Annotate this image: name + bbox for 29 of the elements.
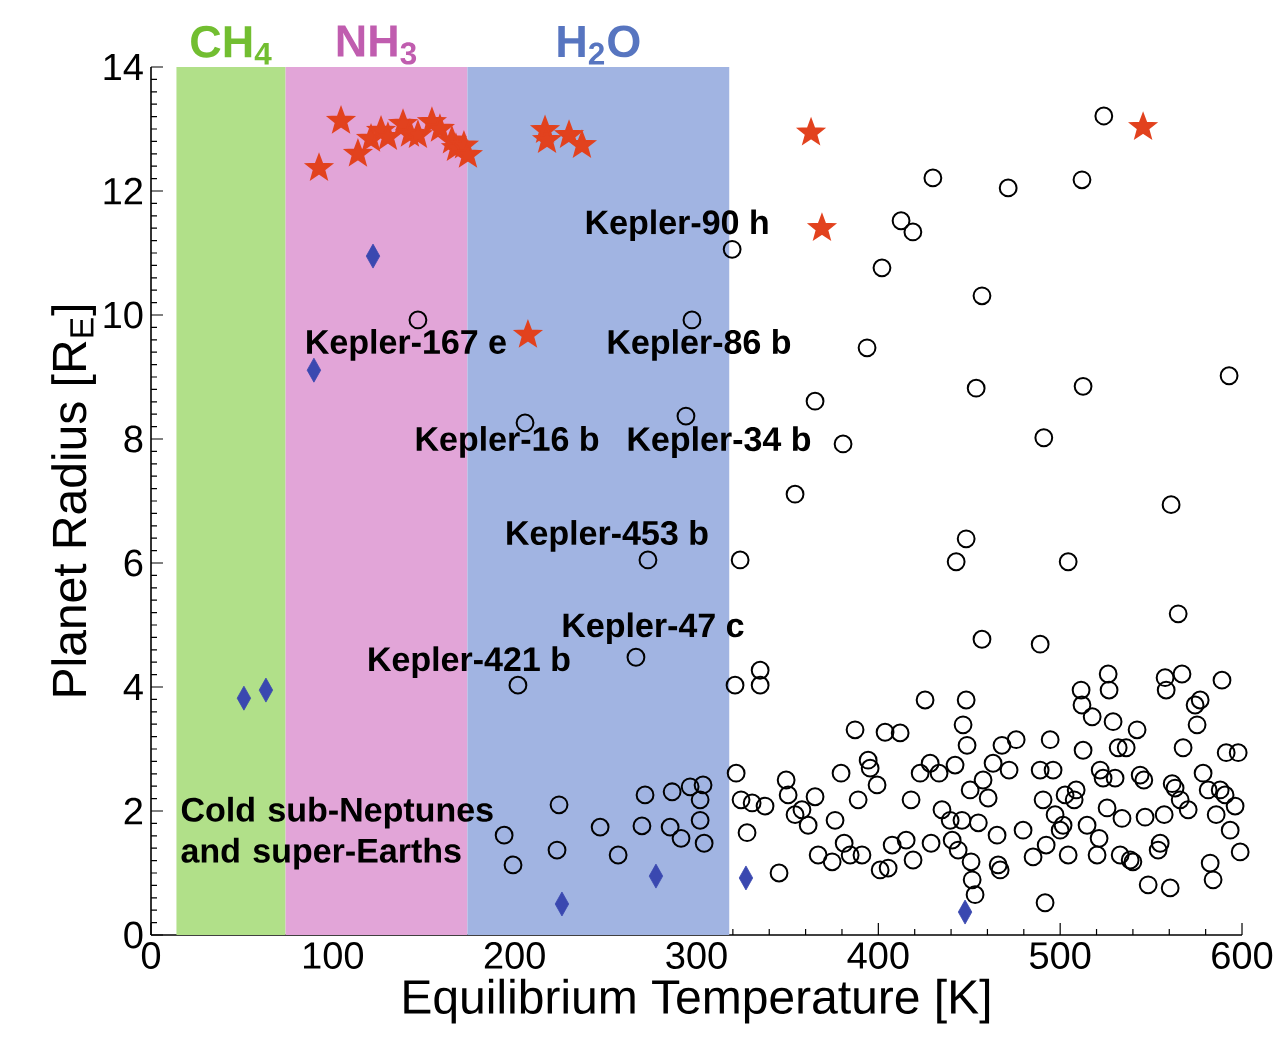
annotation: Kepler-90 h	[586, 209, 768, 242]
x-tick-label: 0	[141, 942, 161, 969]
y-tick-label: 6	[124, 549, 143, 577]
annotation: Kepler-47 c	[563, 612, 744, 645]
band-label: CH$_{4}$	[191, 25, 272, 65]
y-tick-label: 2	[124, 797, 143, 825]
band-label: H$_{2}$O	[558, 25, 640, 65]
x-axis-title: Equilibrium Temperature [K]	[404, 978, 990, 1024]
x-tick-label: 300	[666, 942, 727, 969]
y-tick-label: 10	[104, 301, 143, 329]
y-tick-label: 14	[104, 53, 143, 81]
annotation: Kepler-34 b	[628, 426, 811, 458]
y-axis-title: Planet Radius [R$_{E}$]	[51, 305, 96, 696]
x-tick-label: 500	[1029, 942, 1091, 969]
annotation: Kepler-16 b	[416, 426, 599, 458]
band-label: NH$_{3}$	[337, 25, 417, 65]
x-tick-label: 100	[304, 942, 364, 969]
x-tick-label: 200	[484, 942, 545, 969]
annotation: Kepler-453 b	[507, 520, 708, 552]
y-tick-label: 4	[123, 673, 143, 701]
annotation: Kepler-421 b	[369, 646, 570, 678]
annotation: Kepler-167 e	[307, 329, 506, 361]
annotation: Kepler-86 b	[608, 329, 791, 361]
y-tick-label: 0	[124, 921, 143, 949]
x-tick-label: 600	[1212, 942, 1273, 969]
annotation: Cold sub-Neptunes and super-Earths	[181, 796, 493, 870]
y-tick-label: 12	[104, 177, 143, 205]
x-tick-label: 400	[847, 942, 909, 969]
y-tick-label: 8	[124, 425, 143, 453]
